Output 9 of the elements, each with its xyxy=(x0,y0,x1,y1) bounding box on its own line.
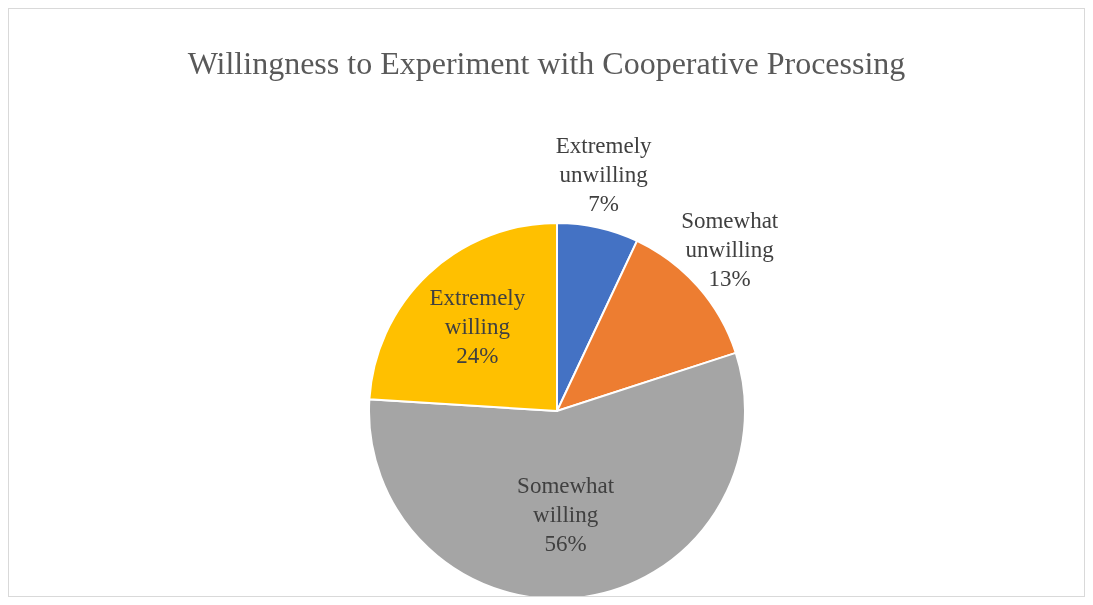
data-label: 7% xyxy=(588,191,620,217)
chart-title: Willingness to Experiment with Cooperative Processing xyxy=(186,45,907,82)
slice-label: Somewhat unwilling xyxy=(681,207,779,262)
slice-label: Extremely willing xyxy=(429,285,526,340)
slice-label: Somewhat willing xyxy=(517,472,615,527)
data-label: 56% xyxy=(544,530,587,556)
slice-label: Extremely unwilling xyxy=(555,133,653,188)
data-label: 24% xyxy=(456,343,499,369)
data-label: 13% xyxy=(708,265,751,291)
